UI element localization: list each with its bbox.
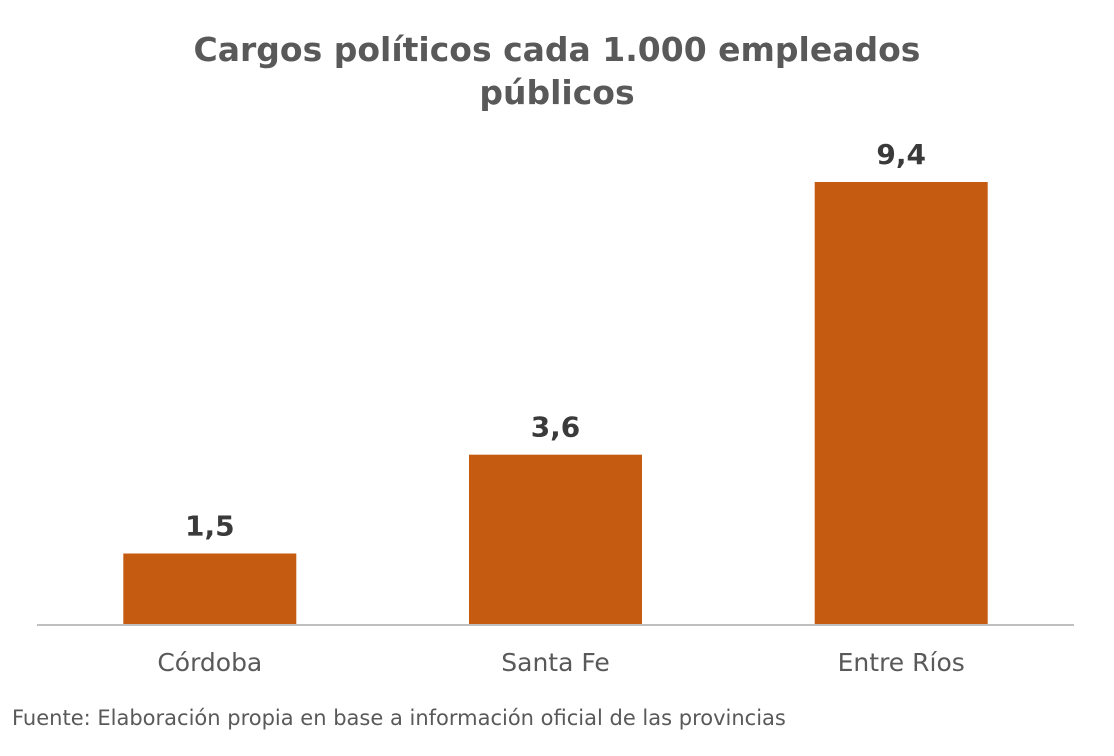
value-label-1: 3,6: [531, 411, 581, 444]
value-label-0: 1,5: [185, 510, 235, 543]
bar-1: [469, 454, 642, 624]
bars-group: [123, 182, 988, 624]
chart-title: Cargos políticos cada 1.000 empleados pú…: [0, 28, 1114, 114]
category-label-2: Entre Ríos: [838, 648, 965, 677]
chart-title-line-1: Cargos políticos cada 1.000 empleados: [193, 30, 921, 69]
category-label-0: Córdoba: [157, 648, 262, 677]
bar-0: [123, 553, 297, 624]
bar-2: [814, 182, 988, 624]
value-label-2: 9,4: [876, 138, 926, 171]
chart-title-line-2: públicos: [479, 73, 635, 112]
category-labels-group: Córdoba Santa Fe Entre Ríos: [157, 648, 964, 677]
value-labels-group: 1,5 3,6 9,4: [185, 138, 926, 543]
bar-chart: 1,5 3,6 9,4 Córdoba Santa Fe Entre Ríos: [37, 138, 1074, 677]
category-label-1: Santa Fe: [501, 648, 610, 677]
source-note: Fuente: Elaboración propia en base a inf…: [12, 706, 786, 730]
